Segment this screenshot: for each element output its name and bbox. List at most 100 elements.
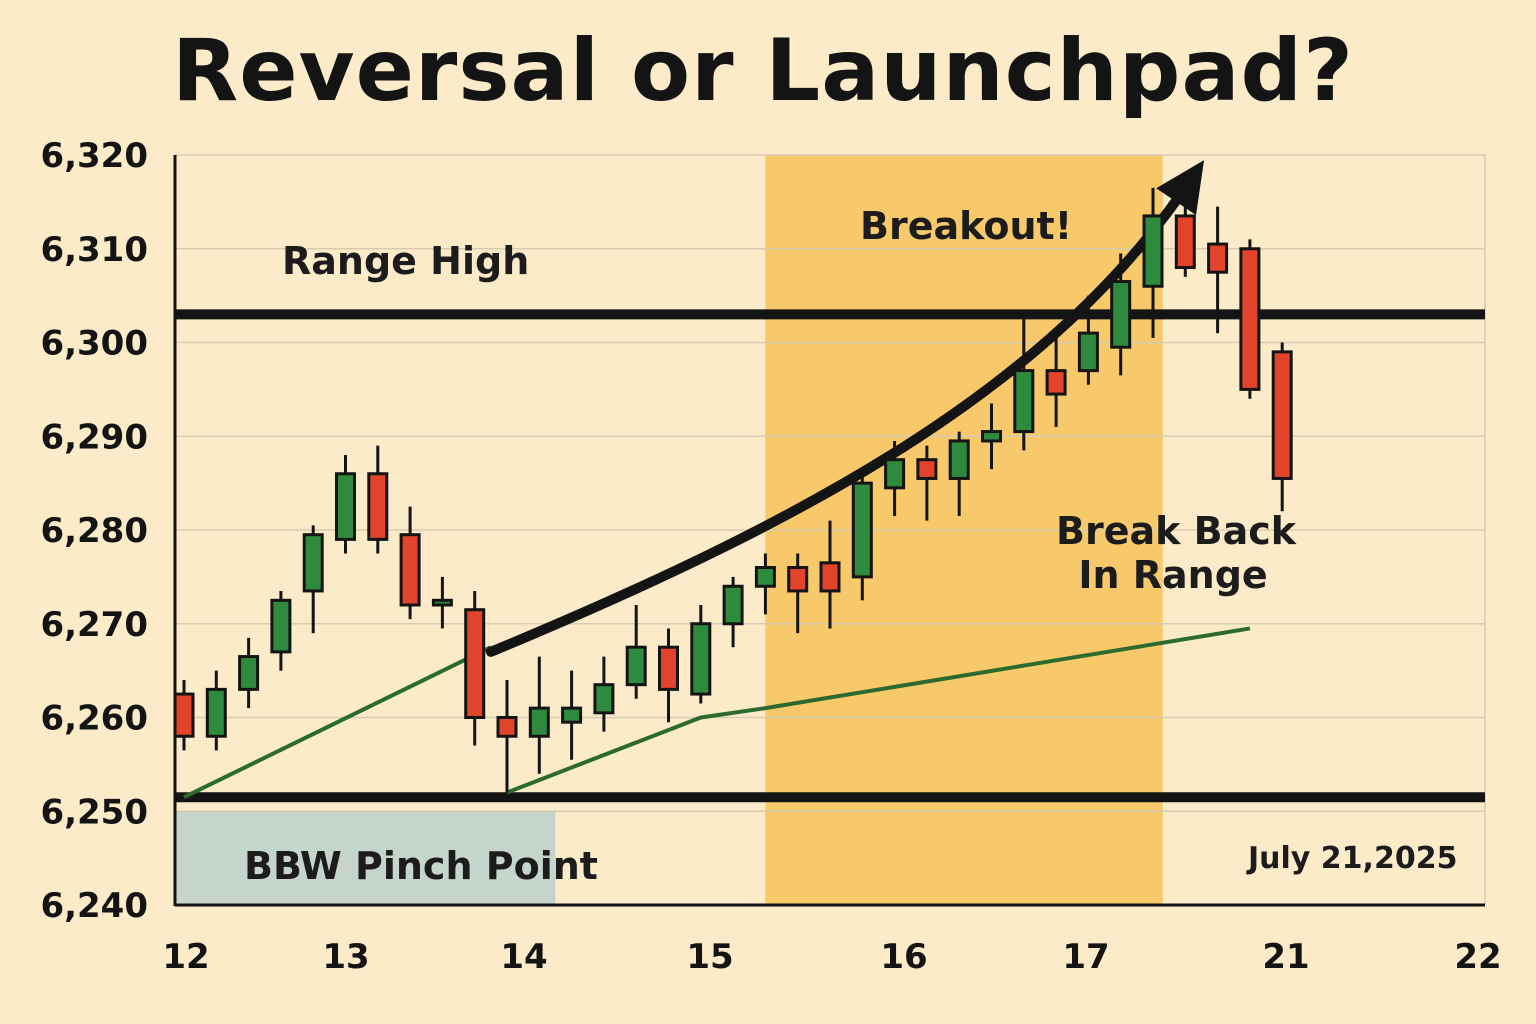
candle	[819, 520, 841, 629]
x-tick-label: 13	[322, 937, 369, 977]
candle-body-up	[561, 706, 583, 724]
y-tick-label: 6,270	[40, 605, 148, 645]
candle-body-up	[851, 481, 873, 579]
candle-body-down	[1271, 350, 1293, 480]
candle	[851, 469, 873, 601]
chart-title: Reversal or Launchpad?	[172, 21, 1354, 121]
date-label: July 21,2025	[1248, 841, 1458, 876]
candle-body-down	[787, 566, 809, 593]
candle	[787, 553, 809, 634]
pinch-point-label: BBW Pinch Point	[244, 844, 598, 888]
candle	[270, 590, 292, 671]
candle-body-up	[238, 655, 260, 691]
candle	[302, 525, 324, 634]
x-tick-label: 17	[1062, 937, 1109, 977]
candle	[205, 670, 227, 751]
x-tick-label: 16	[880, 937, 927, 977]
y-tick-label: 6,290	[40, 417, 148, 457]
candle	[1174, 197, 1196, 277]
break-back-label: Break Back In Range	[1056, 509, 1297, 597]
candle-body-up	[1077, 331, 1099, 373]
candle-body-down	[173, 692, 195, 738]
candle-body-up	[981, 430, 1002, 443]
candle-body-down	[1045, 369, 1067, 396]
candle-body-down	[399, 533, 421, 607]
y-tick-label: 6,300	[40, 324, 148, 364]
breakout-label: Breakout!	[860, 204, 1073, 248]
x-tick-labels: 12 13 14 15 16 17 21 22	[162, 937, 1501, 977]
candle-body-down	[367, 472, 389, 541]
y-tick-label: 6,250	[40, 792, 148, 832]
candle	[981, 403, 1002, 470]
candle	[335, 455, 356, 554]
candle-body-down	[496, 716, 518, 738]
candle-body-down	[819, 561, 841, 593]
candle	[1271, 342, 1293, 512]
candle-body-up	[302, 533, 324, 593]
trend-lines	[183, 626, 1251, 799]
y-tick-label: 6,260	[40, 699, 148, 739]
candle-body-up	[884, 458, 906, 490]
candle-body-up	[205, 687, 227, 738]
candle	[658, 628, 679, 723]
candle-body-up	[1142, 214, 1164, 288]
break-back-line1: Break Back	[1056, 509, 1297, 553]
candle-body-up	[270, 598, 292, 654]
trend-line-1	[183, 645, 492, 799]
candle-body-up	[1013, 369, 1035, 434]
candle-body-down	[1207, 242, 1229, 274]
candle	[399, 506, 421, 620]
candle-body-up	[528, 706, 550, 738]
x-tick-label: 22	[1454, 937, 1501, 977]
candle	[496, 680, 518, 793]
candle-body-down	[916, 458, 938, 480]
breakout-arrow-shaft	[485, 173, 1197, 657]
candle	[431, 576, 453, 629]
candle	[754, 553, 776, 615]
candle	[1239, 239, 1261, 399]
candle-body-up	[335, 472, 356, 541]
y-tick-labels: 6,240 6,250 6,260 6,270 6,280 6,290 6,300 6,310…	[40, 136, 148, 926]
trend-line-2	[506, 626, 1251, 795]
breakout-arrow-head	[1156, 160, 1205, 216]
candle	[1207, 206, 1229, 334]
candle	[528, 656, 550, 774]
candle	[238, 637, 260, 709]
candle-body-up	[1110, 280, 1132, 349]
candle-body-up	[431, 598, 453, 607]
axes	[173, 155, 1485, 907]
candle	[1110, 253, 1132, 376]
candle	[464, 590, 486, 746]
candle	[1077, 295, 1099, 385]
breakout-arrow	[485, 160, 1205, 657]
break-back-line2: In Range	[1078, 552, 1268, 597]
candle	[884, 440, 906, 516]
candle-body-up	[625, 645, 647, 687]
candle-body-down	[1174, 214, 1196, 269]
range-levels	[175, 309, 1485, 803]
candle	[916, 445, 938, 521]
pinch-zone	[175, 811, 556, 905]
candle-body-up	[722, 584, 744, 626]
candle	[1045, 337, 1067, 427]
candle-body-down	[658, 645, 679, 691]
x-tick-label: 15	[686, 937, 733, 977]
candle-body-up	[593, 683, 615, 715]
candle-body-up	[948, 439, 970, 480]
x-tick-label: 21	[1262, 937, 1309, 977]
candle-body-down	[464, 608, 486, 719]
range-high-label: Range High	[282, 239, 530, 283]
candle-body-up	[690, 622, 712, 696]
candle	[173, 680, 195, 751]
candle	[1013, 319, 1035, 451]
candles	[173, 187, 1293, 793]
candle	[948, 431, 970, 516]
candle	[722, 576, 744, 648]
x-tick-label: 14	[500, 937, 547, 977]
candle	[1142, 187, 1164, 338]
y-tick-label: 6,280	[40, 511, 148, 551]
y-tick-label: 6,310	[40, 230, 148, 270]
candle	[625, 605, 647, 699]
